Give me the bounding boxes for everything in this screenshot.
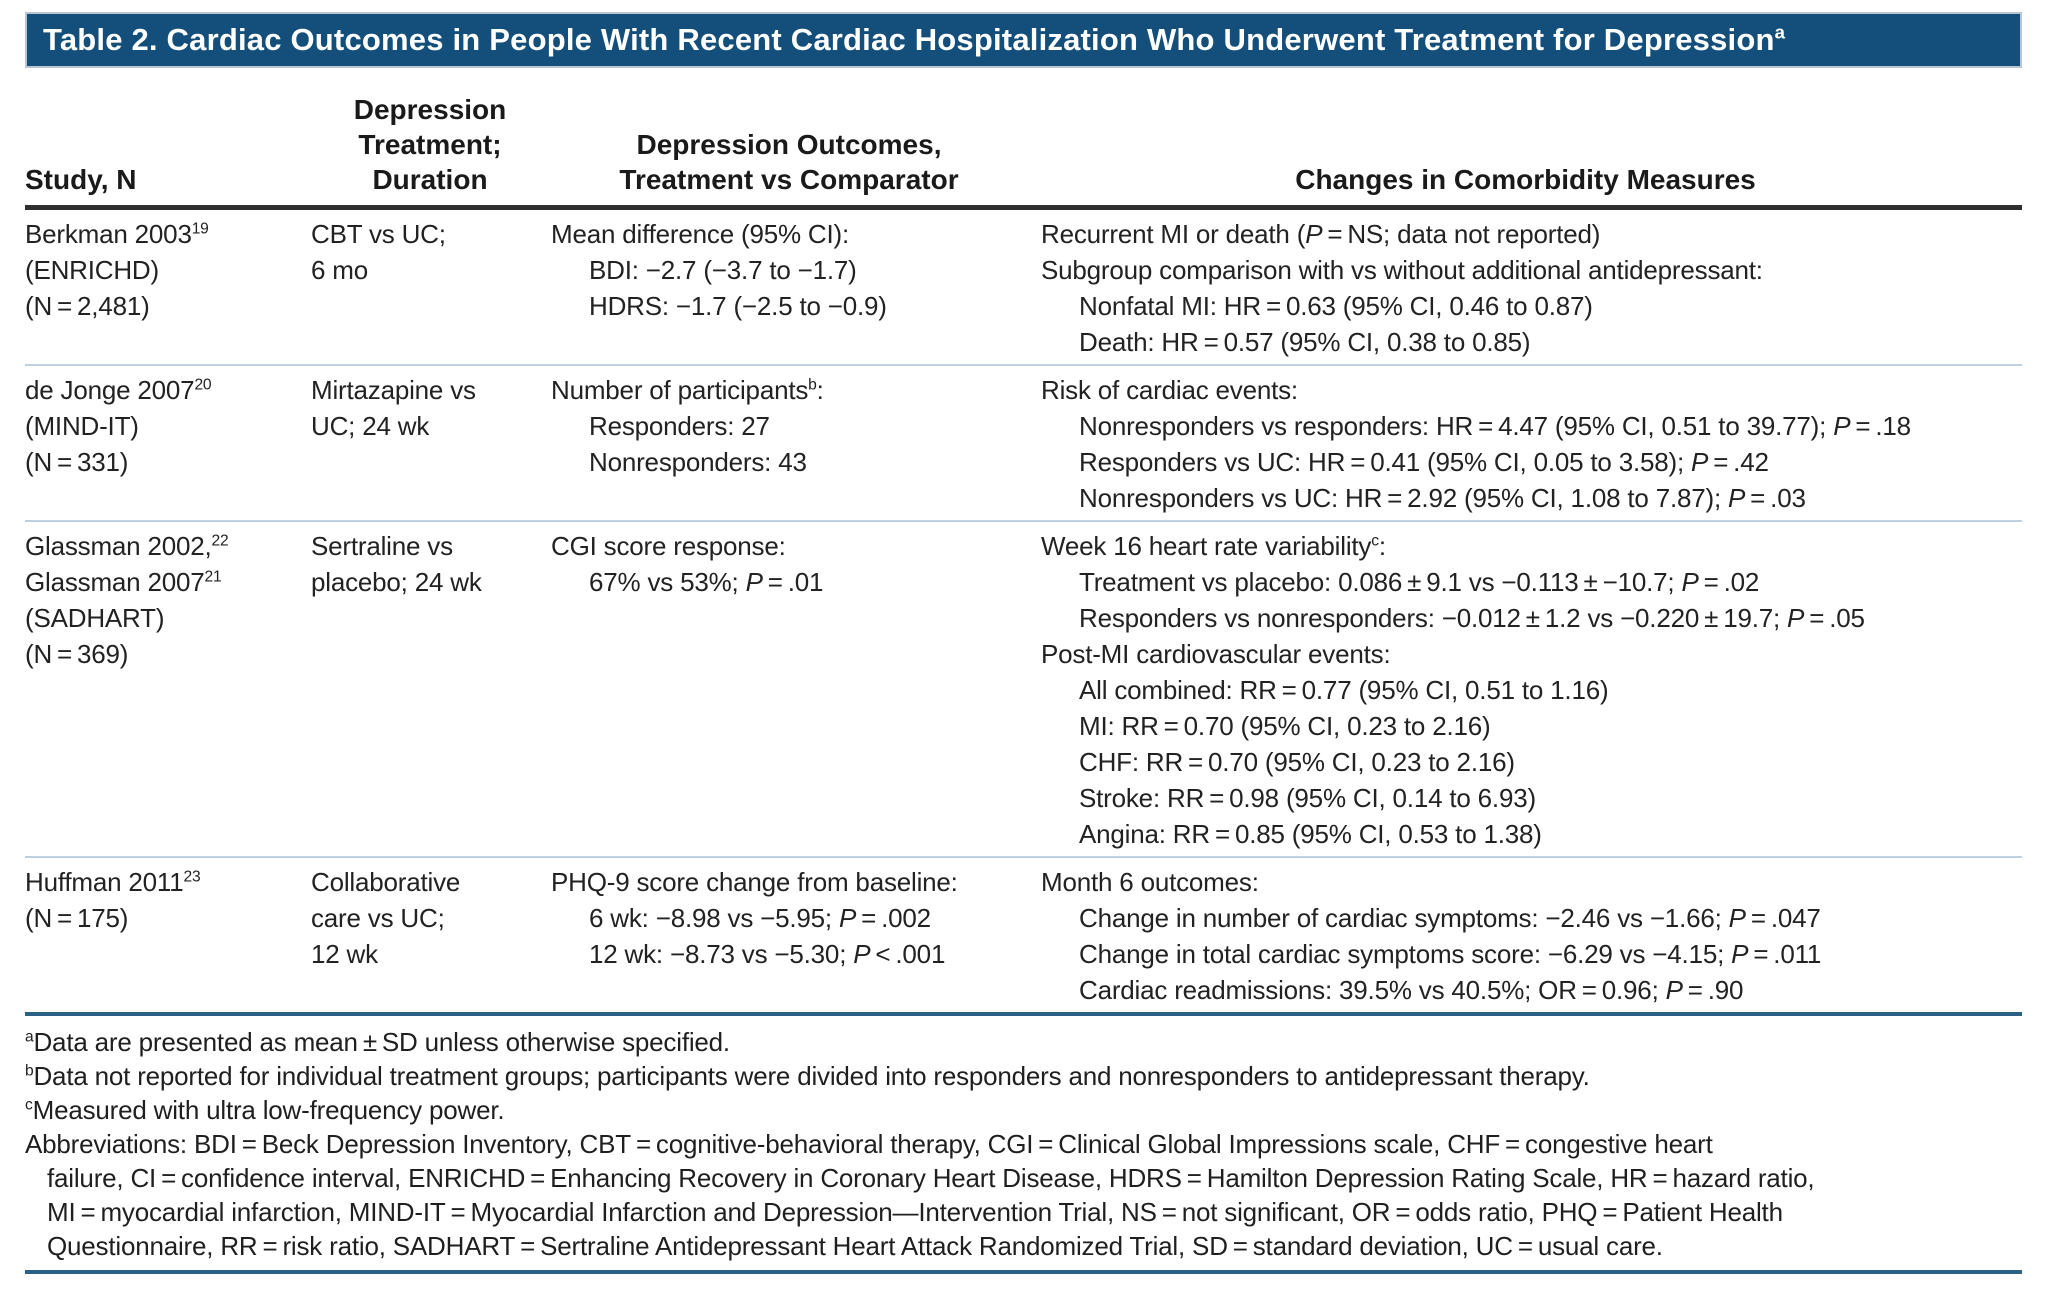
- text-line: Risk of cardiac events:: [1041, 375, 1298, 405]
- text-line: Subgroup comparison with vs without addi…: [1041, 255, 1763, 285]
- cell-comorbidity: Week 16 heart rate variabilityc: Treatmen…: [1029, 521, 2022, 858]
- table-row: Glassman 2002,22 Glassman 200721 (SADHART)…: [25, 521, 2022, 858]
- text-line: 67% vs 53%; P = .01: [589, 567, 824, 597]
- text-line: Number of participantsb:: [551, 375, 824, 405]
- text-line: Nonfatal MI: HR = 0.63 (95% CI, 0.46 to …: [1079, 291, 1593, 321]
- text-line: Treatment vs placebo: 0.086 ± 9.1 vs −0.…: [1079, 567, 1760, 597]
- footnote-line: cMeasured with ultra low-frequency power…: [25, 1095, 505, 1125]
- text-line: (N = 331): [25, 447, 129, 477]
- text-line: (N = 2,481): [25, 291, 150, 321]
- footnote-line: bData not reported for individual treatm…: [25, 1061, 1590, 1091]
- header-row: Study, N Depression Treatment; Duration De…: [25, 76, 2022, 210]
- text-line: HDRS: −1.7 (−2.5 to −0.9): [589, 291, 887, 321]
- text-line: (MIND-IT): [25, 411, 139, 441]
- text-line: Responders: 27: [589, 411, 770, 441]
- table-row: Berkman 200319 (ENRICHD) (N = 2,481) CBT vs…: [25, 207, 2022, 366]
- text-line: Change in number of cardiac symptoms: −2…: [1079, 903, 1821, 933]
- col-header-depression-treatment-duration: Depression Treatment; Duration: [311, 76, 549, 210]
- text-line: Angina: RR = 0.85 (95% CI, 0.53 to 1.38): [1079, 819, 1542, 849]
- table-header: Study, N Depression Treatment; Duration De…: [25, 76, 2022, 210]
- text-line: Month 6 outcomes:: [1041, 867, 1259, 897]
- cell-outcomes: CGI score response: 67% vs 53%; P = .01: [549, 521, 1029, 858]
- text-line: de Jonge 200720: [25, 375, 212, 405]
- footnotes: aData are presented as mean ± SD unless …: [25, 1016, 2022, 1274]
- text-line: Death: HR = 0.57 (95% CI, 0.38 to 0.85): [1079, 327, 1531, 357]
- cell-study: Berkman 200319 (ENRICHD) (N = 2,481): [25, 207, 311, 366]
- text-line: 6 mo: [311, 255, 369, 285]
- text-line: Post-MI cardiovascular events:: [1041, 639, 1391, 669]
- text-line: All combined: RR = 0.77 (95% CI, 0.51 to…: [1079, 675, 1609, 705]
- text-line: Collaborative: [311, 867, 461, 897]
- text-line: Nonresponders vs responders: HR = 4.47 (…: [1079, 411, 1911, 441]
- text-line: (SADHART): [25, 603, 165, 633]
- cell-study: de Jonge 200720 (MIND-IT) (N = 331): [25, 365, 311, 522]
- text-line: Berkman 200319: [25, 219, 209, 249]
- text-line: Glassman 200721: [25, 567, 222, 597]
- text-line: UC; 24 wk: [311, 411, 430, 441]
- text-line: Nonresponders: 43: [589, 447, 807, 477]
- text-line: (N = 369): [25, 639, 129, 669]
- cell-treatment: Sertraline vs placebo; 24 wk: [311, 521, 549, 858]
- text-line: Change in total cardiac symptoms score: …: [1079, 939, 1822, 969]
- cell-treatment: Mirtazapine vs UC; 24 wk: [311, 365, 549, 522]
- text-line: CBT vs UC;: [311, 219, 446, 249]
- text-line: Cardiac readmissions: 39.5% vs 40.5%; OR…: [1079, 975, 1744, 1005]
- table-row: de Jonge 200720 (MIND-IT) (N = 331) Mirtaza…: [25, 365, 2022, 522]
- text-line: Responders vs nonresponders: −0.012 ± 1.…: [1079, 603, 1865, 633]
- footnote-line: aData are presented as mean ± SD unless …: [25, 1027, 730, 1057]
- cell-study: Huffman 201123 (N = 175): [25, 857, 311, 1016]
- footnote-line: Abbreviations: BDI = Beck Depression Inv…: [25, 1129, 1713, 1159]
- cell-comorbidity: Risk of cardiac events: Nonresponders vs …: [1029, 365, 2022, 522]
- cell-treatment: Collaborative care vs UC; 12 wk: [311, 857, 549, 1016]
- text-line: Recurrent MI or death (P = NS; data not …: [1041, 219, 1601, 249]
- text-line: MI: RR = 0.70 (95% CI, 0.23 to 2.16): [1079, 711, 1491, 741]
- text-line: Mean difference (95% CI):: [551, 219, 849, 249]
- col-header-depression-outcomes: Depression Outcomes, Treatment vs Compara…: [549, 76, 1029, 210]
- cell-outcomes: Number of participantsb: Responders: 27 No…: [549, 365, 1029, 522]
- text-line: care vs UC;: [311, 903, 445, 933]
- cell-treatment: CBT vs UC; 6 mo: [311, 207, 549, 366]
- text-line: CGI score response:: [551, 531, 786, 561]
- text-line: Glassman 2002,22: [25, 531, 229, 561]
- text-line: BDI: −2.7 (−3.7 to −1.7): [589, 255, 857, 285]
- text-line: (ENRICHD): [25, 255, 159, 285]
- col-header-study-n: Study, N: [25, 76, 311, 210]
- col-header-comorbidity-measures: Changes in Comorbidity Measures: [1029, 76, 2022, 210]
- footnote-line: MI = myocardial infarction, MIND-IT = My…: [47, 1197, 1783, 1227]
- table-title-bar: Table 2. Cardiac Outcomes in People With…: [25, 12, 2022, 68]
- cell-outcomes: Mean difference (95% CI): BDI: −2.7 (−3.7…: [549, 207, 1029, 366]
- table-body: Berkman 200319 (ENRICHD) (N = 2,481) CBT vs…: [25, 207, 2022, 1016]
- text-line: PHQ-9 score change from baseline:: [551, 867, 958, 897]
- cell-comorbidity: Recurrent MI or death (P = NS; data not …: [1029, 207, 2022, 366]
- text-line: Mirtazapine vs: [311, 375, 476, 405]
- text-line: Responders vs UC: HR = 0.41 (95% CI, 0.0…: [1079, 447, 1769, 477]
- cardiac-outcomes-table: Study, N Depression Treatment; Duration De…: [25, 76, 2022, 1016]
- footnote-line: failure, CI = confidence interval, ENRIC…: [47, 1163, 1815, 1193]
- text-line: Huffman 201123: [25, 867, 201, 897]
- text-line: Week 16 heart rate variabilityc:: [1041, 531, 1386, 561]
- text-line: CHF: RR = 0.70 (95% CI, 0.23 to 2.16): [1079, 747, 1515, 777]
- text-line: 12 wk: −8.73 vs −5.30; P < .001: [589, 939, 946, 969]
- table-row: Huffman 201123 (N = 175) Collaborative care…: [25, 857, 2022, 1016]
- text-line: Nonresponders vs UC: HR = 2.92 (95% CI, …: [1079, 483, 1806, 513]
- text-line: Stroke: RR = 0.98 (95% CI, 0.14 to 6.93): [1079, 783, 1536, 813]
- cell-outcomes: PHQ-9 score change from baseline: 6 wk: −…: [549, 857, 1029, 1016]
- table-title: Table 2. Cardiac Outcomes in People With…: [43, 21, 1786, 57]
- text-line: 12 wk: [311, 939, 378, 969]
- text-line: placebo; 24 wk: [311, 567, 482, 597]
- cell-comorbidity: Month 6 outcomes: Change in number of car…: [1029, 857, 2022, 1016]
- text-line: Sertraline vs: [311, 531, 453, 561]
- text-line: 6 wk: −8.98 vs −5.95; P = .002: [589, 903, 931, 933]
- cell-study: Glassman 2002,22 Glassman 200721 (SADHART)…: [25, 521, 311, 858]
- footnote-line: Questionnaire, RR = risk ratio, SADHART …: [47, 1231, 1663, 1261]
- text-line: (N = 175): [25, 903, 129, 933]
